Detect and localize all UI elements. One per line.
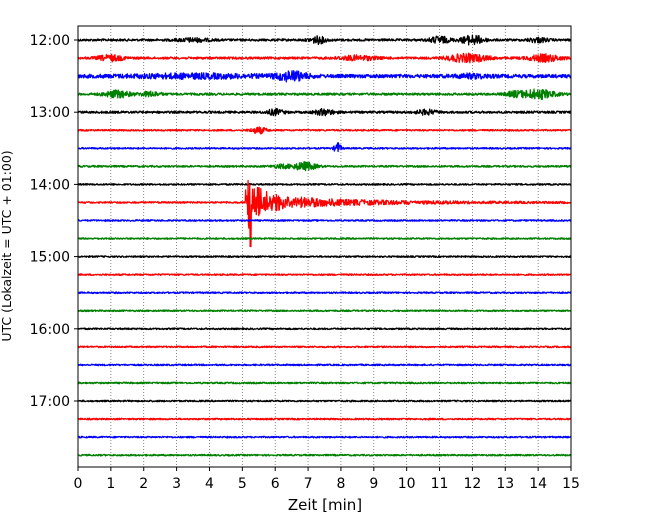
seismogram-trace (77, 327, 572, 331)
seismogram-trace (77, 161, 572, 172)
y-tick-label: 14:00 (30, 177, 70, 193)
x-tick-label: 11 (431, 476, 449, 492)
x-tick-label: 10 (398, 476, 416, 492)
seismogram-traces (77, 34, 572, 457)
seismogram-trace (77, 182, 572, 186)
seismogram-trace (77, 291, 572, 295)
y-tick-label: 12:00 (30, 33, 70, 49)
seismogram-trace (77, 52, 572, 64)
seismogram-trace (77, 219, 572, 222)
x-tick-label: 5 (238, 476, 247, 492)
seismogram-trace (77, 126, 572, 135)
seismogram-trace (77, 309, 572, 313)
y-axis-ticks: 12:00 13:00 14:00 15:00 16:00 17:00 (30, 33, 78, 410)
x-tick-label: 14 (529, 476, 547, 492)
seismogram-trace (77, 237, 572, 240)
seismogram-trace (77, 345, 572, 349)
seismogram-trace (77, 34, 572, 46)
seismogram-trace (77, 107, 572, 117)
y-axis-title: UTC (Lokalzeit = UTC + 01:00) (0, 150, 14, 341)
x-tick-label: 8 (336, 476, 345, 492)
plot-frame (77, 25, 572, 468)
seismogram-trace (77, 435, 572, 439)
x-tick-label: 0 (74, 476, 83, 492)
y-tick-label: 16:00 (30, 322, 70, 338)
seismogram-trace (77, 179, 572, 248)
seismogram-trace (77, 363, 572, 367)
x-tick-label: 4 (205, 476, 214, 492)
seismogram-trace (77, 70, 572, 83)
y-tick-label: 13:00 (30, 105, 70, 121)
seismogram-trace (77, 88, 572, 101)
x-tick-label: 12 (463, 476, 481, 492)
x-tick-label: 13 (496, 476, 514, 492)
seismogram-trace (77, 453, 572, 457)
x-tick-label: 15 (562, 476, 580, 492)
seismogram-trace (77, 142, 572, 153)
y-tick-label: 15:00 (30, 250, 70, 266)
y-tick-label: 17:00 (30, 394, 70, 410)
x-tick-label: 6 (271, 476, 280, 492)
seismogram-trace (77, 381, 572, 385)
seismogram-trace (77, 417, 572, 421)
x-tick-label: 7 (304, 476, 313, 492)
x-tick-label: 9 (369, 476, 378, 492)
x-axis-title: Zeit [min] (288, 496, 362, 514)
seismogram-trace (77, 273, 572, 277)
x-axis-ticks: 0 1 2 3 4 5 6 7 8 9 10 11 12 13 14 15 (74, 467, 580, 492)
x-tick-label: 1 (106, 476, 115, 492)
x-tick-label: 2 (139, 476, 148, 492)
seismogram-trace (77, 399, 572, 403)
seismogram-trace (77, 255, 572, 259)
x-tick-label: 3 (172, 476, 181, 492)
